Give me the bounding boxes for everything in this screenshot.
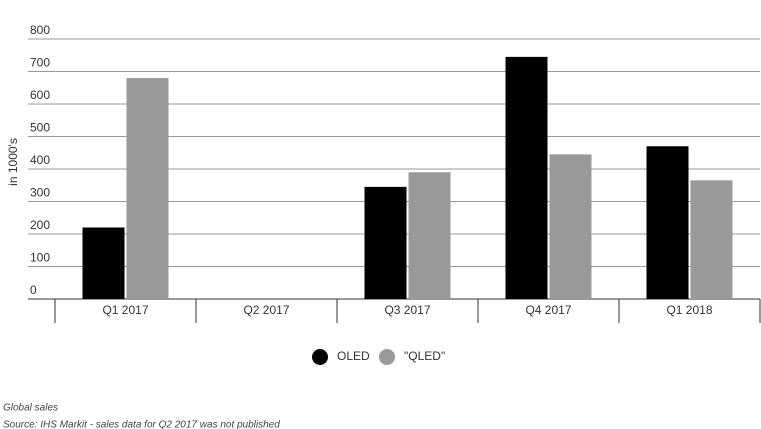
- bar: [690, 180, 733, 299]
- y-tick-label: 400: [30, 153, 50, 167]
- x-tick-label: Q4 2017: [525, 303, 571, 317]
- legend-label: "QLED": [404, 349, 445, 363]
- x-tick-label: Q1 2017: [102, 303, 148, 317]
- y-tick-label: 700: [30, 56, 50, 70]
- y-tick-label: 0: [30, 283, 37, 297]
- note: Source: IHS Markit - sales data for Q2 2…: [3, 420, 280, 429]
- bar: [646, 146, 689, 299]
- x-tick-label: Q3 2017: [384, 303, 430, 317]
- x-tick-label: Q2 2017: [243, 303, 289, 317]
- bar: [126, 78, 169, 299]
- legend-marker: [312, 349, 328, 365]
- y-tick-label: 100: [30, 251, 50, 265]
- y-tick-label: 600: [30, 88, 50, 102]
- y-tick-label: 200: [30, 218, 50, 232]
- bar: [408, 172, 451, 299]
- y-axis-label: in 1000's: [6, 138, 20, 186]
- legend-label: OLED: [337, 349, 370, 363]
- bar: [549, 154, 592, 299]
- y-tick-label: 800: [30, 23, 50, 37]
- y-tick-label: 500: [30, 121, 50, 135]
- y-tick-label: 300: [30, 186, 50, 200]
- note: Global sales: [3, 403, 58, 414]
- legend-marker: [379, 349, 395, 365]
- bar: [82, 227, 125, 299]
- bar: [505, 56, 548, 299]
- bar: [364, 186, 407, 299]
- x-tick-label: Q1 2018: [666, 303, 712, 317]
